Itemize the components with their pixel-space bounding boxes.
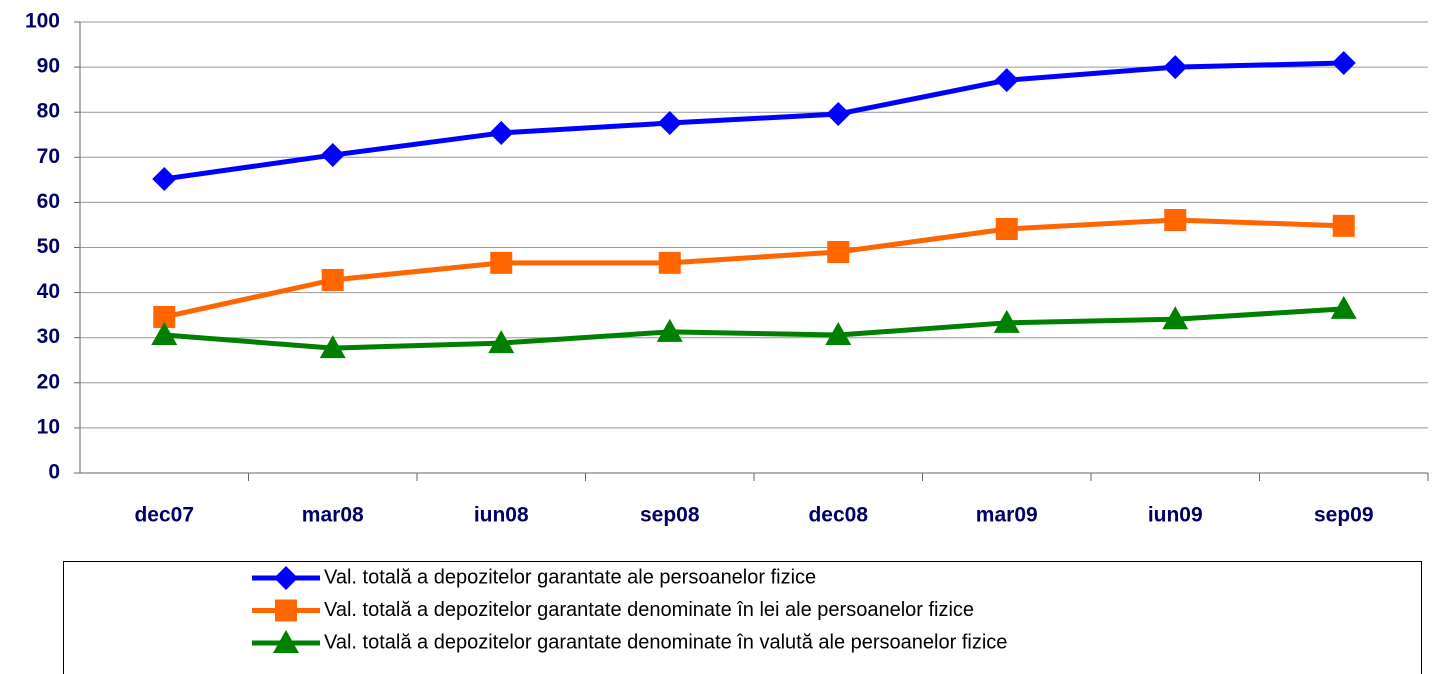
data-point xyxy=(658,251,681,274)
legend-marker xyxy=(273,630,299,653)
x-tick-label: dec08 xyxy=(808,504,868,527)
legend-box xyxy=(63,561,1422,674)
data-point xyxy=(826,102,851,127)
data-point xyxy=(994,68,1019,93)
series-line xyxy=(163,60,1344,182)
data-point xyxy=(1162,306,1189,330)
series-line xyxy=(163,217,1344,320)
x-tick-label: iun08 xyxy=(474,504,529,527)
y-tick-label: 40 xyxy=(37,280,60,303)
legend-label: Val. totală a depozitelor garantate ale … xyxy=(324,566,816,588)
x-tick-label: iun09 xyxy=(1148,504,1203,527)
data-point xyxy=(1163,55,1188,80)
data-point xyxy=(995,218,1018,241)
y-tick-label: 50 xyxy=(37,235,60,258)
y-tick-label: 20 xyxy=(37,370,60,393)
x-tick-label: dec07 xyxy=(134,504,194,527)
data-point xyxy=(153,305,176,328)
legend-label: Val. totală a depozitelor garantate deno… xyxy=(324,599,974,621)
data-point xyxy=(151,321,178,345)
y-tick-label: 100 xyxy=(25,10,60,33)
data-point xyxy=(1164,208,1187,231)
x-tick-label: sep09 xyxy=(1314,504,1374,527)
y-tick-label: 70 xyxy=(37,145,60,168)
data-point xyxy=(319,335,346,359)
legend-label: Val. totală a depozitelor garantate deno… xyxy=(324,631,1007,653)
x-tick-label: sep08 xyxy=(640,504,700,527)
series-line xyxy=(164,306,1344,351)
y-tick-label: 90 xyxy=(37,55,60,78)
data-point xyxy=(827,241,850,264)
data-point xyxy=(320,143,345,168)
data-point xyxy=(321,268,344,291)
x-tick-label: mar08 xyxy=(302,504,364,527)
data-point xyxy=(825,321,852,345)
data-point xyxy=(657,111,682,136)
data-point xyxy=(489,120,514,145)
data-point xyxy=(1332,214,1355,237)
data-point xyxy=(1330,295,1357,319)
y-tick-label: 80 xyxy=(37,100,60,123)
data-point xyxy=(488,330,515,354)
data-point xyxy=(152,166,177,191)
data-point xyxy=(1331,51,1356,76)
y-tick-label: 30 xyxy=(37,325,60,348)
y-tick-label: 10 xyxy=(37,415,60,438)
legend-marker xyxy=(274,566,298,590)
y-tick-label: 60 xyxy=(37,190,60,213)
data-point xyxy=(656,318,683,342)
y-tick-label: 0 xyxy=(48,461,60,484)
data-point xyxy=(993,309,1020,333)
x-tick-label: mar09 xyxy=(976,504,1038,527)
legend-marker xyxy=(275,599,297,622)
data-point xyxy=(490,251,513,274)
